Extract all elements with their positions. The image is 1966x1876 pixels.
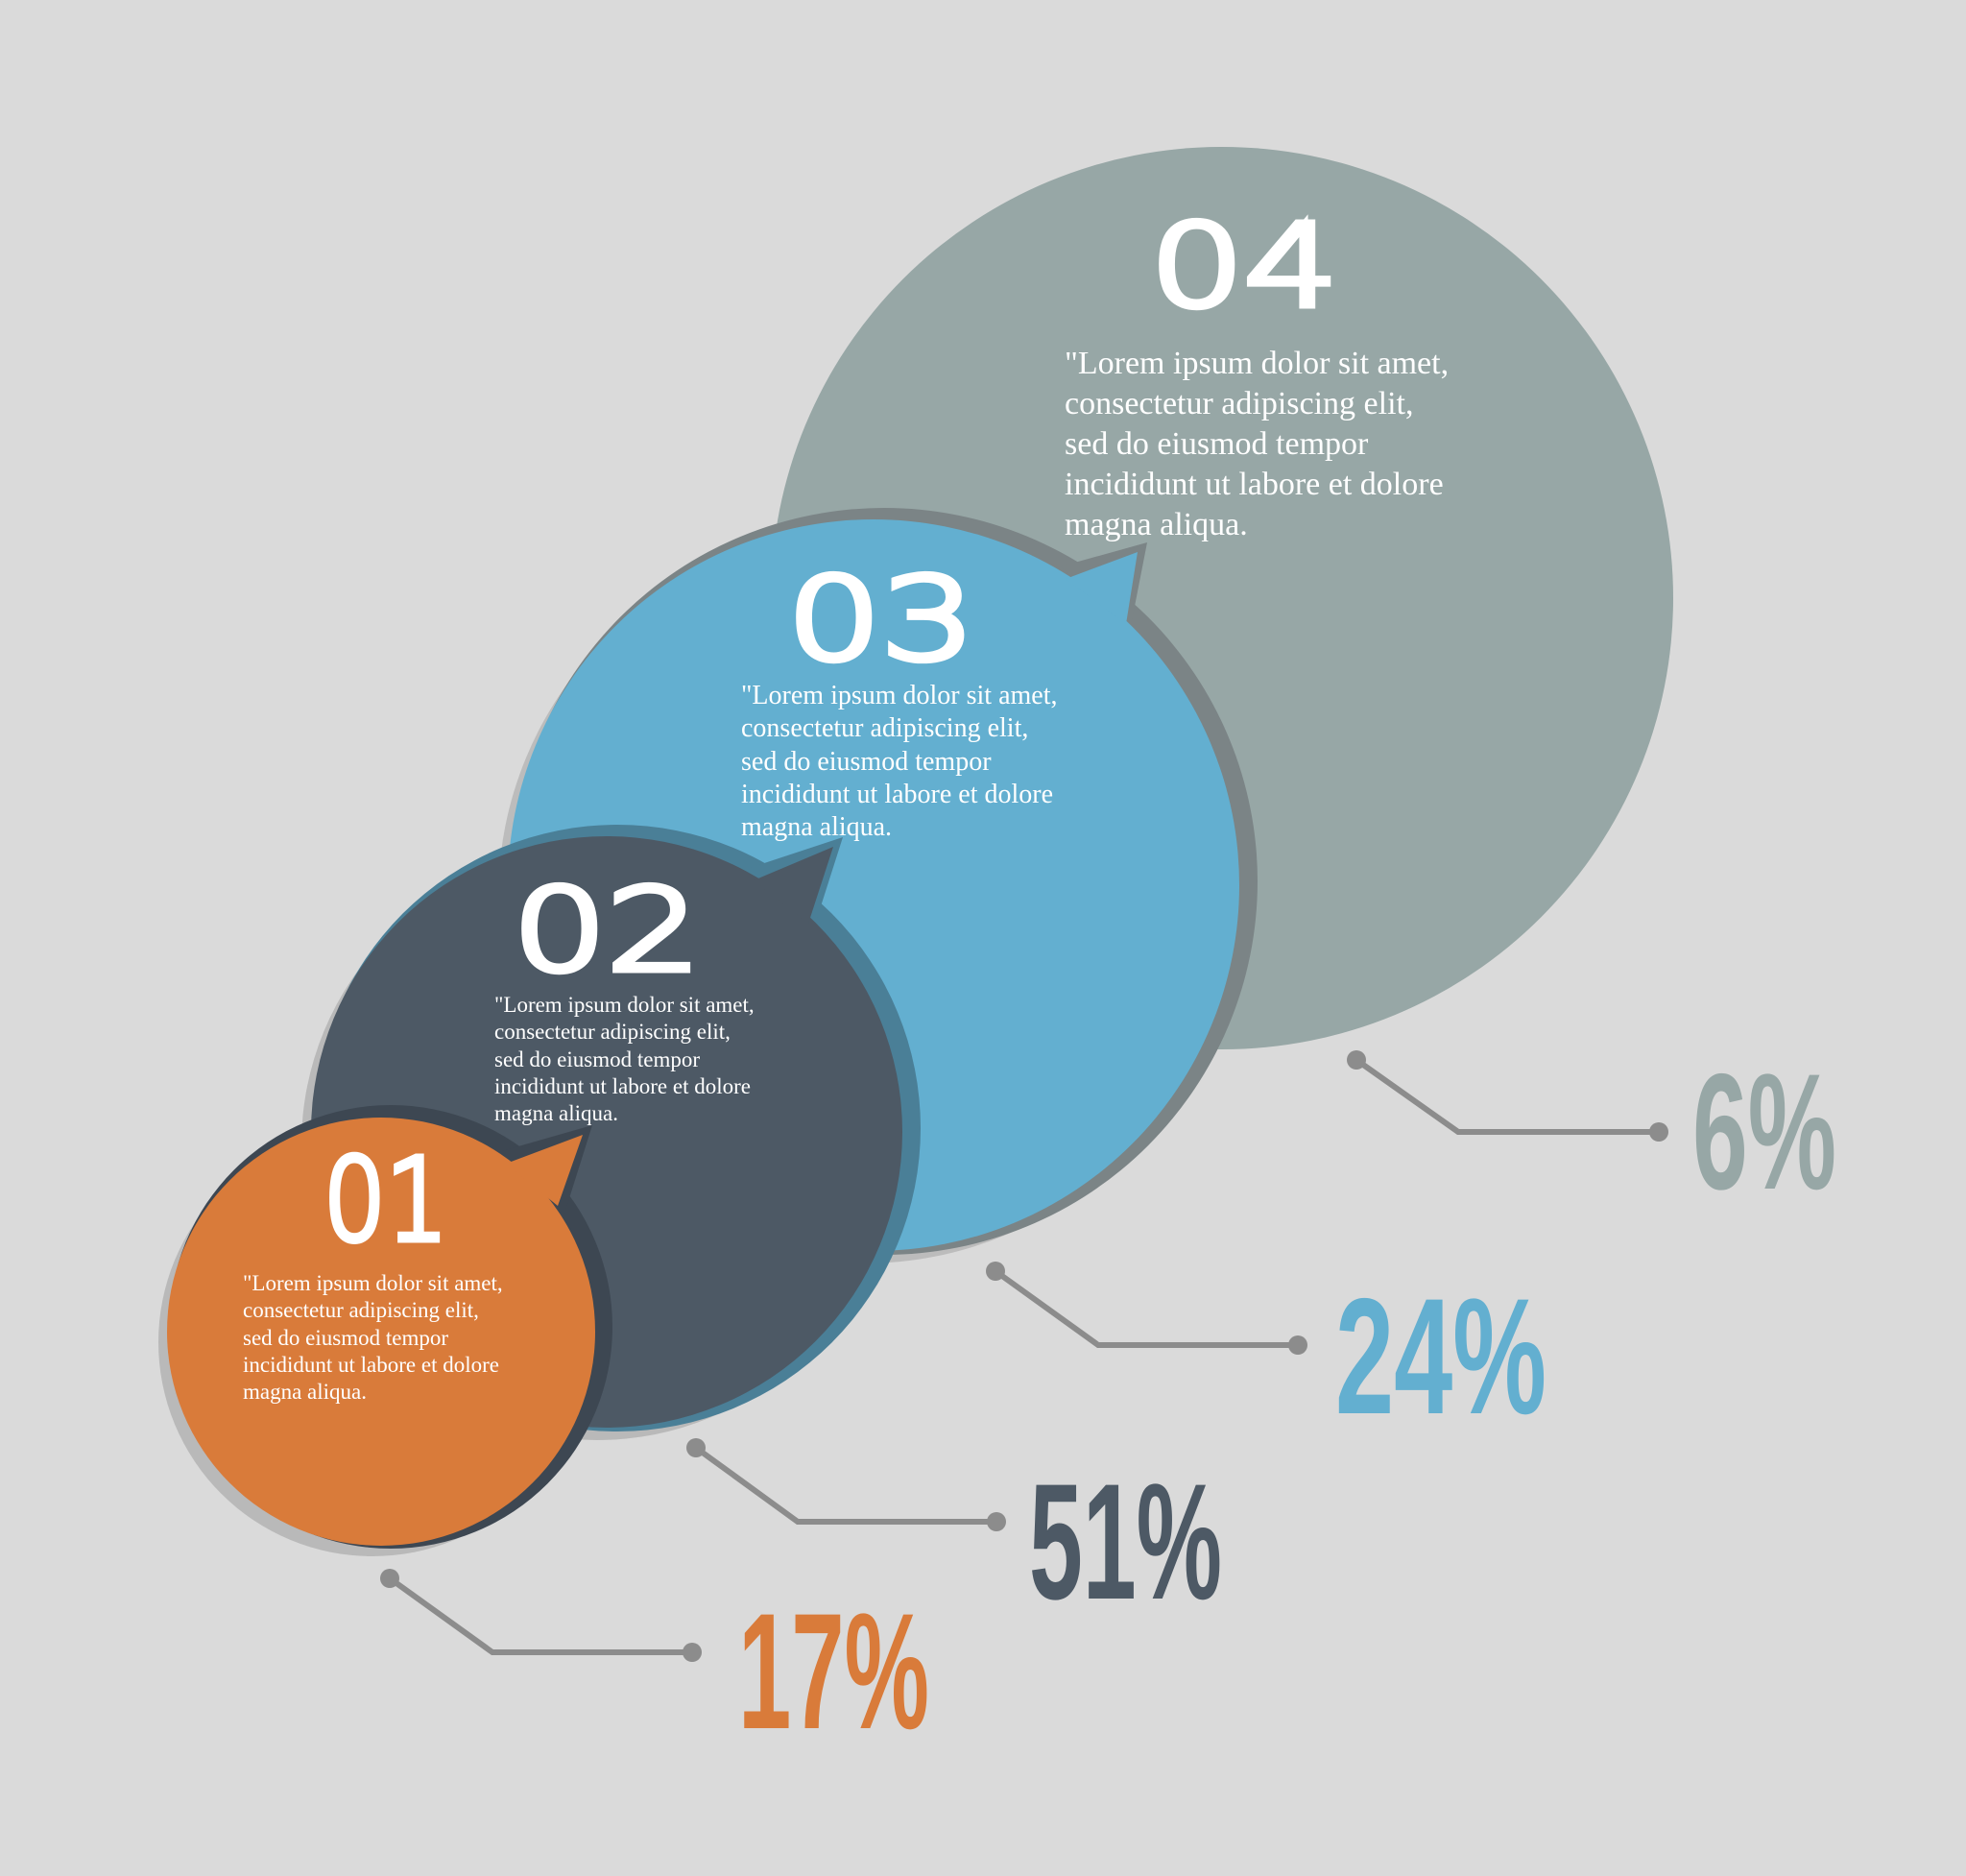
step-1-percent: 17% — [738, 1579, 929, 1764]
step-4-description: "Lorem ipsum dolor sit amet, consectetur… — [1065, 346, 1457, 542]
connector-step-3 — [994, 1268, 1298, 1348]
step-2-percent: 51% — [1029, 1450, 1222, 1634]
step-4-percent: 6% — [1692, 1040, 1836, 1224]
step-1-description: "Lorem ipsum dolor sit amet, consectetur… — [243, 1271, 508, 1404]
connector-step-4 — [1355, 1057, 1659, 1135]
step-2-number: 02 — [513, 864, 701, 997]
connector-step-2 — [694, 1445, 996, 1525]
bubble-step-1 — [158, 1105, 612, 1556]
connectors — [388, 1057, 1659, 1655]
connector-dots — [380, 1050, 1668, 1662]
connector-step-1 — [388, 1575, 692, 1655]
step-3-number: 03 — [787, 553, 975, 685]
step-2-description: "Lorem ipsum dolor sit amet, consectetur… — [494, 993, 759, 1125]
step-1-number: 01 — [324, 1134, 448, 1266]
step-4-number: 04 — [1150, 200, 1338, 332]
step-3-description: "Lorem ipsum dolor sit amet, consectetur… — [741, 681, 1065, 842]
step-3-percent: 24% — [1335, 1264, 1546, 1449]
